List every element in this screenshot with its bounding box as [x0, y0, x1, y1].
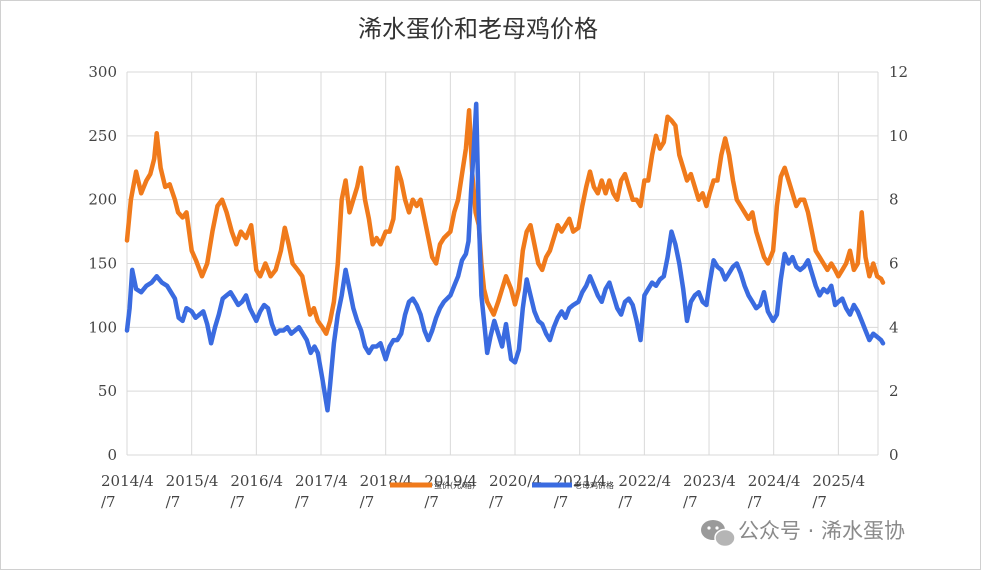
y-right-tick-label: 10	[889, 127, 908, 145]
y-left-tick-label: 150	[88, 255, 117, 273]
y-right-tick-label: 0	[889, 446, 899, 464]
x-tick-label: 2016/4/7	[230, 472, 283, 511]
x-tick-label: 2014/4/7	[101, 472, 154, 511]
right-axis: 0 2 4 6 8 10 12	[889, 63, 908, 464]
series-line-egg-price	[124, 108, 886, 336]
legend-item-egg-price: 蛋价(元/箱)	[390, 480, 475, 490]
wechat-icon	[701, 520, 736, 548]
y-left-tick-label: 200	[88, 191, 117, 209]
legend-label-hen-price: 老母鸡价格	[574, 480, 614, 490]
legend: 蛋价(元/箱) 老母鸡价格	[390, 480, 614, 490]
y-left-tick-label: 0	[107, 446, 117, 464]
series-line-hen-price	[124, 101, 886, 413]
x-tick-label: 2019/4/7	[424, 472, 477, 511]
x-tick-label: 2023/4/7	[683, 472, 736, 511]
y-right-tick-label: 6	[889, 255, 899, 273]
x-tick-label: 2015/4/7	[166, 472, 219, 511]
left-axis: 0 50 100 150 200 250 300	[88, 63, 117, 464]
series-layer	[124, 101, 886, 413]
x-tick-label: 2024/4/7	[748, 472, 801, 511]
y-left-tick-label: 300	[88, 63, 117, 81]
y-right-tick-label: 4	[889, 318, 899, 336]
legend-label-egg-price: 蛋价(元/箱)	[434, 480, 475, 490]
watermark: 公众号 · 浠水蛋协	[701, 519, 905, 548]
x-tick-label: 2022/4/7	[618, 472, 671, 511]
x-tick-label: 2025/4/7	[812, 472, 865, 511]
y-left-tick-label: 250	[88, 127, 117, 145]
legend-item-hen-price: 老母鸡价格	[532, 480, 614, 490]
y-right-tick-label: 12	[889, 63, 908, 81]
chart-title: 浠水蛋价和老母鸡价格	[358, 15, 598, 43]
x-tick-label: 2020/4/7	[489, 472, 542, 511]
y-left-tick-label: 100	[88, 318, 117, 336]
x-tick-label: 2017/4/7	[295, 472, 348, 511]
y-right-tick-label: 2	[889, 382, 899, 400]
y-right-tick-label: 8	[889, 191, 899, 209]
watermark-text: 公众号 · 浠水蛋协	[738, 519, 905, 543]
y-left-tick-label: 50	[98, 382, 117, 400]
